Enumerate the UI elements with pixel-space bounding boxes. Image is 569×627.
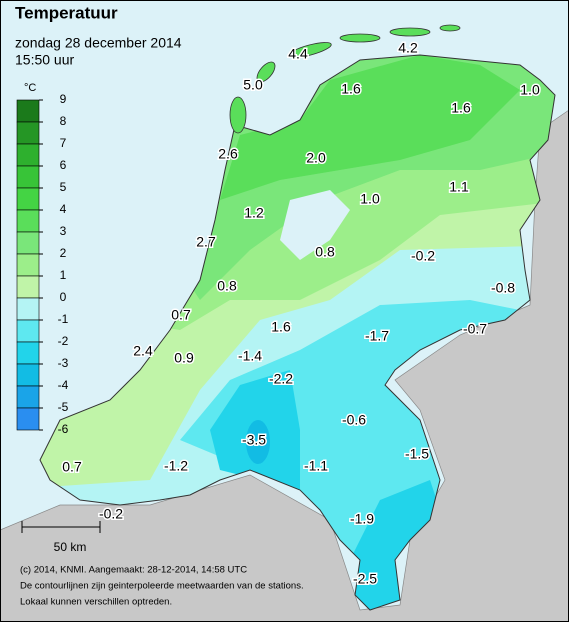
legend-swatch: [16, 363, 40, 387]
station-reading: -0.6: [342, 412, 366, 428]
station-reading: 2.0: [306, 150, 326, 166]
legend-swatch: [16, 297, 40, 321]
station-reading: 0.7: [171, 307, 191, 323]
legend-swatch: [16, 253, 40, 277]
station-reading: 4.4: [288, 46, 308, 62]
station-reading: 1.6: [341, 81, 361, 97]
station-reading: -0.8: [491, 280, 515, 296]
station-reading: -0.2: [411, 248, 435, 264]
legend-swatch: [16, 275, 40, 299]
station-reading: -2.2: [269, 371, 293, 387]
time: 15:50 uur: [15, 52, 74, 68]
legend-tick-label: -2: [58, 334, 69, 348]
station-reading: 1.6: [451, 100, 471, 116]
station-reading: -1.9: [350, 511, 374, 527]
legend-tick-label: 4: [60, 202, 67, 216]
station-reading: 4.2: [398, 40, 418, 56]
station-reading: 1.6: [271, 319, 291, 335]
station-reading: 2.6: [218, 146, 238, 162]
credit: Lokaal kunnen verschillen optreden.: [20, 597, 172, 608]
legend-tick-label: -1: [58, 312, 69, 326]
legend-swatch: [16, 165, 40, 189]
legend-swatch: [16, 319, 40, 343]
legend-tick-label: -6: [58, 422, 69, 436]
station-reading: -1.5: [405, 446, 429, 462]
station-reading: 1.0: [360, 191, 380, 207]
legend-tick-label: -4: [58, 378, 69, 392]
station-reading: 0.9: [174, 350, 194, 366]
legend-tick-label: 5: [60, 180, 67, 194]
station-reading: -2.5: [353, 571, 377, 587]
station-reading: -1.1: [304, 458, 328, 474]
station-reading: 2.7: [196, 234, 216, 250]
subtitle: zondag 28 december 2014: [15, 35, 182, 51]
credit: De contourlijnen zijn geinterpoleerde me…: [20, 581, 304, 592]
station-reading: -1.7: [365, 328, 389, 344]
station-reading: -3.5: [242, 432, 266, 448]
legend-swatch: [16, 99, 40, 123]
credit: (c) 2014, KNMI. Aangemaakt: 28-12-2014, …: [20, 565, 247, 576]
legend-tick-label: 7: [60, 136, 67, 150]
station-reading: -0.2: [99, 506, 123, 522]
legend-swatch: [16, 341, 40, 365]
station-reading: 1.1: [449, 179, 469, 195]
legend-swatch: [16, 407, 40, 431]
legend-swatch: [16, 143, 40, 167]
wadden-islands: [229, 24, 461, 134]
legend-tick-label: 6: [60, 158, 67, 172]
station-reading: -1.4: [238, 348, 262, 364]
legend-tick-label: 2: [60, 246, 67, 260]
legend-tick-label: -5: [58, 400, 69, 414]
legend-swatch: [16, 209, 40, 233]
station-reading: 5.0: [243, 77, 263, 93]
station-reading: 1.0: [520, 82, 540, 98]
title: Temperatuur: [15, 3, 118, 22]
station-reading: -1.2: [164, 458, 188, 474]
station-reading: 0.8: [217, 278, 237, 294]
scale-label: 50 km: [54, 540, 87, 554]
station-reading: -0.7: [463, 321, 487, 337]
legend-tick-label: 9: [60, 92, 67, 106]
legend-tick-label: -3: [58, 356, 69, 370]
foreign-land: [0, 109, 569, 623]
legend-tick-label: 1: [60, 268, 67, 282]
legend-swatch: [16, 231, 40, 255]
station-reading: 2.4: [133, 343, 153, 359]
coastline: [39, 54, 556, 611]
legend-tick-label: 0: [60, 290, 67, 304]
legend-tick-label: 3: [60, 224, 67, 238]
legend-tick-label: 8: [60, 114, 67, 128]
station-reading: 1.2: [244, 205, 264, 221]
legend-swatch: [16, 121, 40, 145]
legend-swatch: [16, 187, 40, 211]
station-reading: 0.7: [62, 459, 82, 475]
station-reading: 0.8: [315, 244, 335, 260]
legend-unit: °C: [24, 82, 36, 94]
legend-swatch: [16, 385, 40, 409]
